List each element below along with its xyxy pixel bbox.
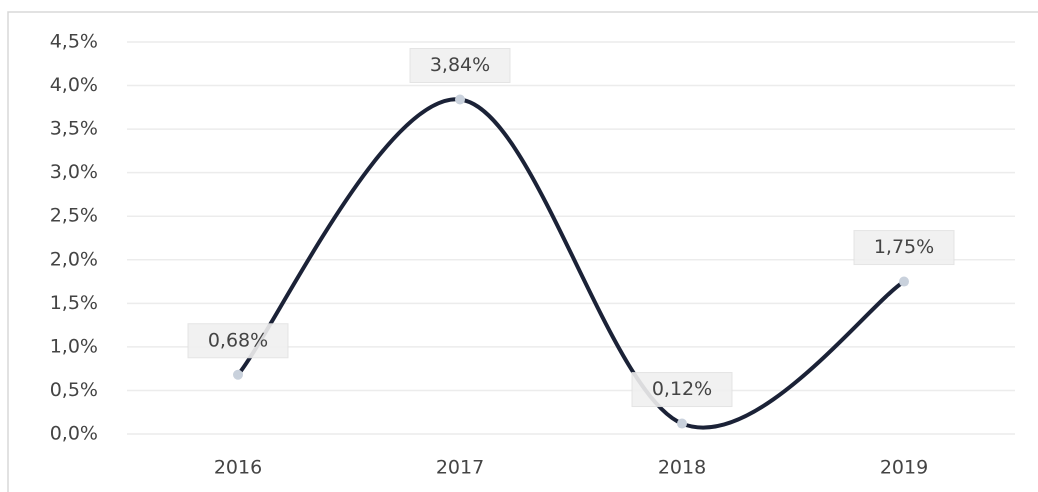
line xyxy=(236,97,906,430)
x-tick-label: 2017 xyxy=(436,457,484,479)
data-label: 0,68% xyxy=(208,329,268,351)
point xyxy=(455,94,465,105)
x-tick-label: 2018 xyxy=(658,457,706,479)
label-box xyxy=(187,323,289,359)
y-tick-label: 2,5% xyxy=(50,205,98,227)
y-tick-label: 0,5% xyxy=(50,379,98,401)
data-label: 1,75% xyxy=(874,236,934,258)
y-tick-label: 3,5% xyxy=(50,118,98,140)
y-tick-label: 2,0% xyxy=(50,248,98,270)
y-tick-label: 1,0% xyxy=(50,335,98,357)
y-tick-label: 4,0% xyxy=(50,74,98,96)
x-tick-label: 2016 xyxy=(214,457,262,479)
y-tick-label: 4,5% xyxy=(50,31,98,53)
label-box xyxy=(409,47,511,83)
data-label: 3,84% xyxy=(430,54,490,76)
y-tick-label: 3,0% xyxy=(50,161,98,183)
y-tick-label: 1,5% xyxy=(50,292,98,314)
point xyxy=(233,369,243,380)
data-label: 0,12% xyxy=(652,378,712,400)
point xyxy=(677,418,687,429)
y-tick-label: 0,0% xyxy=(50,423,98,445)
x-tick-label: 2019 xyxy=(880,457,928,479)
point xyxy=(899,276,909,287)
label-box xyxy=(631,372,733,408)
label-box xyxy=(853,230,955,266)
frame xyxy=(7,11,1038,492)
